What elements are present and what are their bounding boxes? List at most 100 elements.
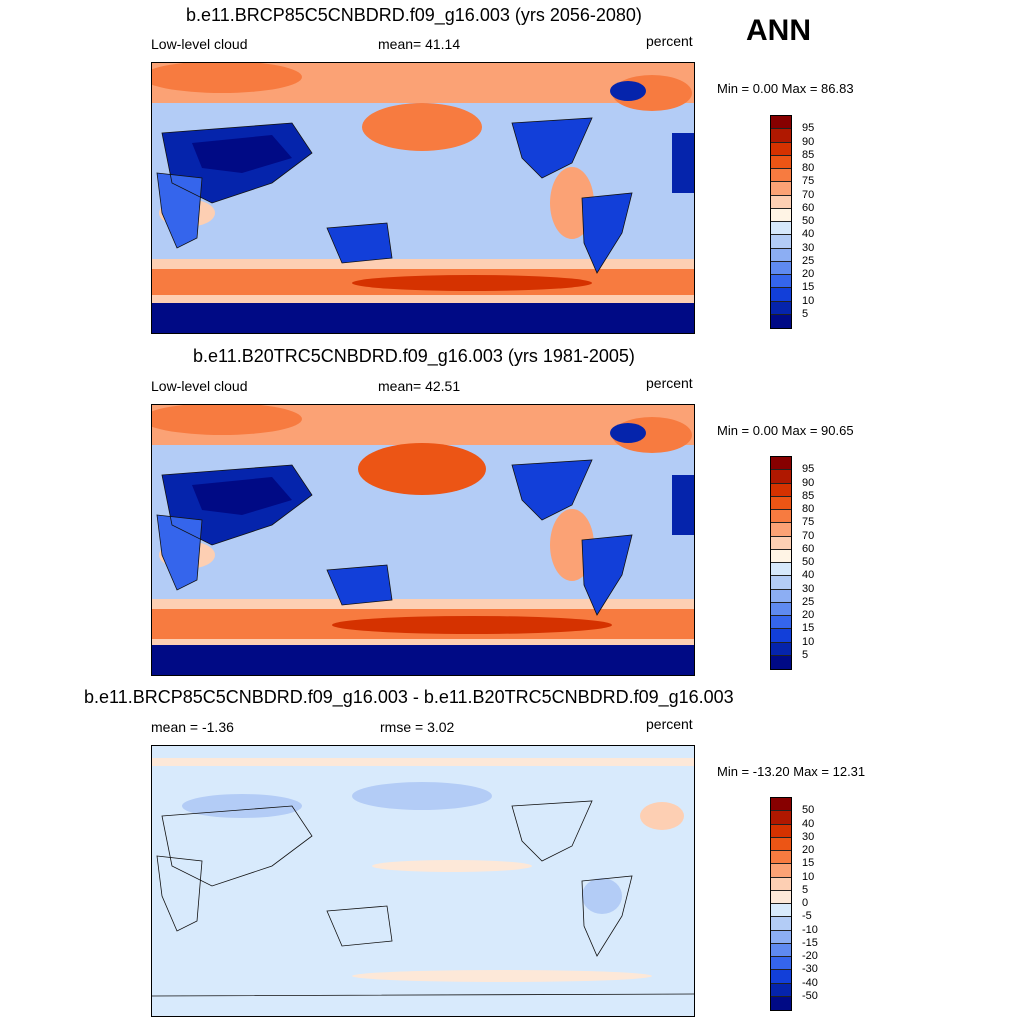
australia-landmass — [327, 565, 392, 605]
colorbar-tick-label: -30 — [802, 963, 818, 976]
colorbar-tick-label: -40 — [802, 976, 818, 989]
units-label: percent — [646, 716, 693, 732]
colorbar-cell — [771, 798, 791, 812]
east-edge-land — [672, 475, 694, 535]
colorbar-tick-label: 15 — [802, 281, 815, 294]
australia-landmass — [327, 223, 392, 263]
colorbar-tick-label: 40 — [802, 569, 815, 582]
colorbar-cell — [771, 510, 791, 524]
colorbar-tick-label: 40 — [802, 228, 815, 241]
eurasia-decrease — [182, 794, 302, 818]
colorbar-cell — [771, 589, 791, 603]
colorbar-tick-label: 15 — [802, 622, 815, 635]
colorbar-tick-label: 60 — [802, 542, 815, 555]
colorbar — [770, 797, 792, 1011]
variable-label: Low-level cloud — [151, 378, 248, 394]
colorbar-cell — [771, 275, 791, 289]
colorbar-tick-label: 5 — [802, 648, 809, 661]
colorbar-tick-label: 60 — [802, 201, 815, 214]
colorbar-tick-label: -50 — [802, 989, 818, 1002]
colorbar-cell — [771, 642, 791, 656]
coastlines — [152, 800, 694, 997]
north-atlantic-increase — [640, 802, 684, 830]
tibet-dark — [192, 477, 292, 515]
south-america-landmass — [582, 193, 632, 273]
colorbar-cell — [771, 549, 791, 563]
colorbar-tick-label: 20 — [802, 268, 815, 280]
arctic-high-cloud — [152, 63, 302, 93]
colorbar-tick-label: 85 — [802, 148, 815, 161]
colorbar-tick-label: 70 — [802, 188, 815, 201]
colorbar-tick-label: 10 — [802, 294, 815, 307]
colorbar-cell — [771, 996, 791, 1010]
units-label: percent — [646, 33, 693, 49]
min-max-label: Min = -13.20 Max = 12.31 — [717, 764, 866, 779]
colorbar-tick-label: 50 — [802, 556, 815, 568]
colorbar-tick-label: 10 — [802, 870, 815, 883]
colorbar-tick-label: -15 — [802, 936, 818, 949]
colorbar-tick-label: 50 — [802, 804, 815, 817]
colorbar-cell — [771, 261, 791, 275]
colorbar-cell — [771, 824, 791, 838]
greenland-landmass — [610, 423, 646, 443]
colorbar-tick-label: 50 — [802, 215, 815, 227]
colorbar-tick-label: -10 — [802, 923, 818, 936]
colorbar-cell — [771, 602, 791, 616]
colorbar-cell — [771, 943, 791, 957]
colorbar-tick-label: 5 — [802, 307, 809, 320]
season-label: ANN — [746, 14, 811, 47]
variable-label: Low-level cloud — [151, 36, 248, 52]
mean-label: mean= 42.51 — [378, 378, 461, 394]
colorbar-cell — [771, 222, 791, 236]
colorbar-cell — [771, 248, 791, 262]
colorbar-cell — [771, 457, 791, 471]
amazon-decrease — [582, 878, 622, 914]
colorbar-cell — [771, 576, 791, 590]
colorbar-cell — [771, 483, 791, 497]
colorbar-cell — [771, 864, 791, 878]
colorbar-cell — [771, 116, 791, 130]
min-max-label: Min = 0.00 Max = 86.83 — [717, 81, 854, 96]
tropical-increase — [372, 860, 532, 872]
colorbar-cell — [771, 288, 791, 302]
colorbar — [770, 115, 792, 329]
colorbar-cell — [771, 169, 791, 183]
colorbar-cell — [771, 129, 791, 143]
colorbar-cell — [771, 523, 791, 537]
colorbar-cell — [771, 904, 791, 918]
tibet-dark — [192, 135, 292, 173]
colorbar-tick-label: 30 — [802, 582, 815, 595]
colorbar-cell — [771, 314, 791, 328]
southern-ocean-increase — [352, 970, 652, 982]
colorbar-cell — [771, 155, 791, 169]
colorbar-cell — [771, 536, 791, 550]
colorbar-tick-label: 30 — [802, 830, 815, 843]
greenland-landmass — [610, 81, 646, 101]
colorbar-cell — [771, 890, 791, 904]
colorbar-cell — [771, 142, 791, 156]
colorbar-tick-label: 40 — [802, 817, 815, 830]
colorbar-tick-label: -20 — [802, 950, 818, 962]
colorbar-tick-label: 75 — [802, 516, 815, 529]
colorbar-tick-label: 70 — [802, 529, 815, 542]
colorbar-tick-label: 95 — [802, 122, 815, 135]
colorbar-cell — [771, 983, 791, 997]
colorbar-cell — [771, 182, 791, 196]
north-pacific-decrease — [352, 782, 492, 810]
units-label: percent — [646, 375, 693, 391]
panel-title: b.e11.BRCP85C5CNBDRD.f09_g16.003 (yrs 20… — [186, 5, 642, 25]
colorbar-cell — [771, 208, 791, 222]
map-panel-1 — [151, 62, 695, 334]
colorbar-cell — [771, 496, 791, 510]
colorbar-cell — [771, 563, 791, 577]
colorbar-tick-label: 90 — [802, 135, 815, 148]
colorbar-tick-label: 95 — [802, 463, 815, 476]
colorbar-tick-label: 0 — [802, 897, 809, 909]
colorbar-tick-label: 80 — [802, 503, 815, 515]
min-max-label: Min = 0.00 Max = 90.65 — [717, 423, 854, 438]
colorbar-cell — [771, 616, 791, 630]
rmse-label: rmse = 3.02 — [380, 719, 455, 735]
colorbar-tick-label: 90 — [802, 476, 815, 489]
colorbar-tick-label: 15 — [802, 857, 815, 870]
colorbar-tick-label: -5 — [802, 910, 812, 923]
